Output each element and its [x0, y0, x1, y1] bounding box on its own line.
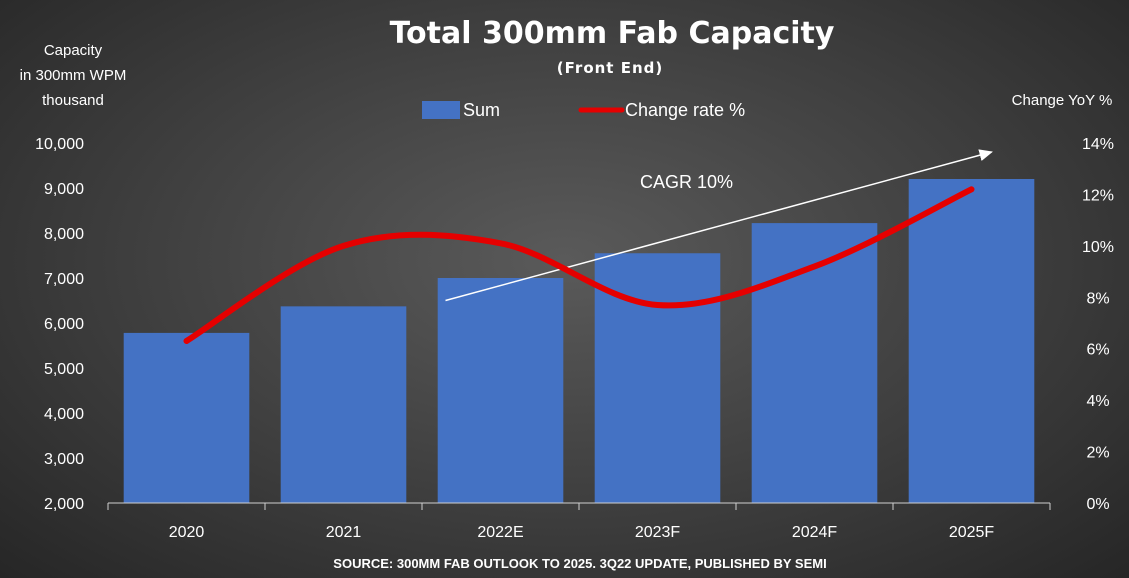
y-tick-label: 4,000: [44, 406, 84, 423]
y2-tick-label: 8%: [1086, 290, 1109, 307]
cagr-annotation: CAGR 10%: [640, 172, 733, 192]
y2-tick-label: 0%: [1086, 496, 1109, 513]
cagr-arrow: [445, 149, 993, 302]
chart-title: Total 300mm Fab Capacity: [390, 16, 835, 51]
bar-2022e: [437, 278, 564, 503]
source-note: SOURCE: 300MM FAB OUTLOOK TO 2025. 3Q22 …: [333, 556, 826, 571]
x-tick-label: 2024F: [792, 524, 838, 541]
y-axis-title-line-3: thousand: [42, 92, 104, 109]
y-tick-label: 2,000: [44, 496, 84, 513]
y2-axis-title: Change YoY %: [1012, 92, 1113, 109]
y-tick-label: 6,000: [44, 316, 84, 333]
x-tick-label: 2020: [169, 524, 205, 541]
y-tick-label: 5,000: [44, 361, 84, 378]
bar-2021: [280, 306, 407, 503]
y2-tick-label: 4%: [1086, 393, 1109, 410]
x-axis-labels: 2020 2021 2022E 2023F 2024F 2025F: [169, 524, 995, 541]
x-tick-label: 2025F: [949, 524, 995, 541]
bar-2024f: [751, 223, 878, 503]
y-tick-label: 9,000: [44, 181, 84, 198]
y2-tick-label: 12%: [1082, 187, 1114, 204]
bar-2020: [123, 332, 250, 503]
y2-tick-label: 6%: [1086, 342, 1109, 359]
legend-label-sum: Sum: [463, 100, 500, 120]
x-tick-label: 2023F: [635, 524, 681, 541]
y-axis-title-line-2: in 300mm WPM: [20, 67, 127, 84]
x-tick-label: 2021: [326, 524, 362, 541]
y2-tick-label: 2%: [1086, 445, 1109, 462]
x-axis-tick-marks: [107, 503, 1051, 510]
y-tick-label: 3,000: [44, 451, 84, 468]
y-tick-label: 10,000: [35, 136, 84, 153]
legend-swatch-sum: [422, 101, 460, 119]
y2-tick-label: 14%: [1082, 136, 1114, 153]
y-axis-title-line-1: Capacity: [44, 42, 103, 59]
y-axis-ticks: 2,000 3,000 4,000 5,000 6,000 7,000 8,000 9,000…: [35, 136, 84, 513]
legend-label-change-rate: Change rate %: [625, 100, 745, 120]
y-tick-label: 7,000: [44, 271, 84, 288]
x-tick-label: 2022E: [477, 524, 523, 541]
chart-subtitle: (Front End): [557, 59, 663, 77]
legend: Sum Change rate %: [422, 100, 745, 120]
y2-axis-ticks: 0% 2% 4% 6% 8% 10% 12% 14%: [1082, 136, 1114, 513]
bar-2025f: [908, 179, 1035, 503]
y-tick-label: 8,000: [44, 226, 84, 243]
change-rate-line: [183, 186, 975, 344]
y2-tick-label: 10%: [1082, 239, 1114, 256]
